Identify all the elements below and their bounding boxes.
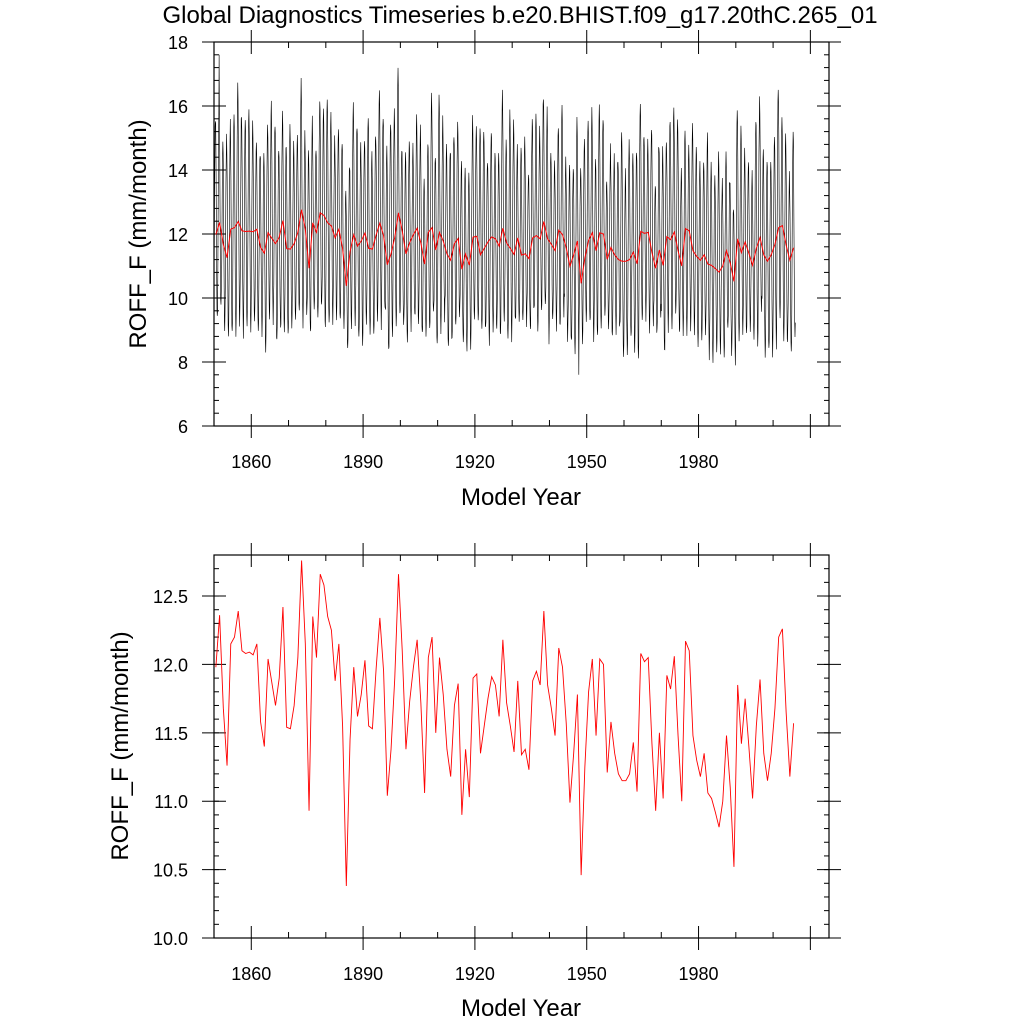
y-tick-label: 10.5 <box>153 861 188 881</box>
x-tick-label: 1980 <box>679 452 719 472</box>
x-tick-label: 1950 <box>567 964 607 984</box>
x-tick-label: 1920 <box>455 964 495 984</box>
x-tick-label: 1950 <box>567 452 607 472</box>
y-tick-label: 10.0 <box>153 929 188 949</box>
x-tick-label: 1890 <box>343 452 383 472</box>
y-tick-label: 8 <box>178 353 188 373</box>
y-tick-label: 10 <box>168 289 188 309</box>
y-tick-label: 6 <box>178 417 188 437</box>
y-tick-label: 14 <box>168 161 188 181</box>
y-tick-label: 11.5 <box>154 724 188 744</box>
page-title: Global Diagnostics Timeseries b.e20.BHIS… <box>162 2 878 29</box>
y-tick-label: 12 <box>168 225 188 245</box>
y-tick-label: 12.5 <box>153 587 188 607</box>
x-tick-label: 1890 <box>343 964 383 984</box>
chart-panel-monthly: ROFF_F (mm/month) Model Year 1860 1890 192… <box>125 30 841 511</box>
x-tick-label: 1860 <box>231 964 271 984</box>
series-line-monthly <box>213 54 796 375</box>
chart-panel-annual: ROFF_F (mm/month) Model Year 1860 1890 192… <box>107 543 841 1022</box>
y-axis-label: ROFF_F (mm/month) <box>107 631 134 860</box>
series-line-annual-mean <box>215 560 795 887</box>
y-axis-label: ROFF_F (mm/month) <box>125 119 152 348</box>
x-tick-label: 1920 <box>455 452 495 472</box>
x-axis-label: Model Year <box>461 484 581 511</box>
y-tick-label: 12.0 <box>153 655 188 675</box>
series-line-annual-mean <box>215 209 795 286</box>
x-tick-label: 1860 <box>231 452 271 472</box>
y-tick-label: 11.0 <box>154 792 188 812</box>
x-tick-label: 1980 <box>679 964 719 984</box>
y-tick-label: 16 <box>168 97 188 117</box>
x-axis-label: Model Year <box>461 995 581 1022</box>
y-tick-label: 18 <box>168 33 188 53</box>
